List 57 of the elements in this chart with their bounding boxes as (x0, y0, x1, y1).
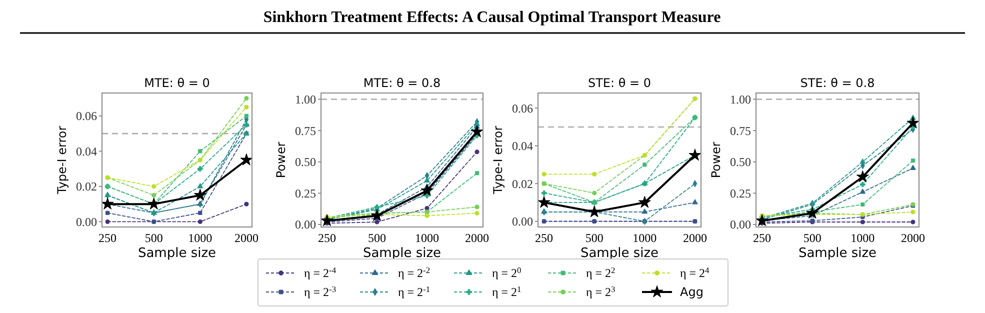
y-tick-label: 0.04 (512, 139, 533, 154)
legend-label: η = 2$^{2}$ (586, 266, 616, 280)
y-tick-label: 0.75 (295, 124, 316, 138)
y-tick-label: 0.00 (295, 218, 316, 232)
x-tick-label: 1000 (415, 231, 439, 245)
x-tick-label: 1000 (850, 231, 875, 245)
x-axis-title: Sample size (362, 246, 442, 261)
y-tick-label: 0.50 (295, 155, 316, 170)
y-axis-title: Power (274, 142, 288, 178)
y-tick-label: 0.50 (730, 155, 751, 170)
chart-title: STE: θ = 0.8 (800, 76, 875, 90)
x-tick-label: 2000 (900, 231, 925, 245)
y-axis-title: Power (709, 142, 723, 178)
y-tick-label: 0.00 (512, 214, 533, 229)
chart-title: STE: θ = 0 (588, 76, 652, 90)
y-axis-title: Type-I error (491, 126, 505, 196)
legend-label: η = 2$^{-1}$ (398, 284, 430, 300)
chart-title: MTE: θ = 0 (144, 76, 210, 90)
x-tick-label: 250 (318, 231, 336, 245)
y-axis-title: Type-I error (55, 126, 69, 196)
legend-label: η = 2$^{3}$ (586, 284, 616, 300)
x-tick-label: 2000 (465, 231, 489, 245)
legend-label: η = 2$^{-3}$ (304, 284, 336, 300)
x-tick-label: 250 (98, 231, 117, 245)
x-tick-label: 500 (803, 231, 822, 245)
legend-label: Agg (680, 285, 704, 300)
x-tick-label: 1000 (188, 231, 212, 245)
x-tick-label: 250 (535, 231, 554, 245)
text: Sinkhorn Treatment Effects: A Causal Optimal Transport Measure (263, 9, 721, 26)
y-tick-label: 0.06 (76, 109, 97, 124)
legend-label: η = 2$^{0}$ (492, 266, 522, 280)
legend-label: η = 2$^{4}$ (680, 266, 710, 280)
x-tick-label: 500 (144, 231, 163, 245)
x-tick-label: 2000 (682, 231, 707, 245)
legend-label: η = 2$^{-2}$ (398, 266, 430, 280)
y-tick-label: 1.00 (295, 92, 316, 106)
y-tick-label: 0.00 (730, 218, 751, 232)
chart-title: MTE: θ = 0.8 (363, 76, 441, 90)
x-axis-title: Sample size (580, 246, 659, 261)
x-axis-title: Sample size (138, 246, 216, 261)
x-tick-label: 250 (753, 231, 772, 245)
y-tick-label: 0.25 (730, 186, 751, 200)
x-tick-label: 500 (585, 231, 604, 245)
x-axis-title: Sample size (798, 246, 877, 261)
x-tick-label: 500 (368, 231, 386, 245)
x-tick-label: 1000 (632, 231, 657, 245)
y-tick-label: 0.00 (76, 214, 97, 229)
x-tick-label: 2000 (234, 231, 258, 245)
y-tick-label: 0.02 (512, 176, 533, 191)
y-tick-label: 0.06 (512, 101, 533, 116)
y-tick-label: 1.00 (730, 92, 751, 106)
legend-label: η = 2$^{1}$ (492, 284, 522, 300)
y-tick-label: 0.25 (295, 186, 316, 200)
legend-label: η = 2$^{-4}$ (304, 266, 337, 280)
y-tick-label: 0.02 (76, 180, 97, 194)
y-tick-label: 0.75 (730, 124, 751, 138)
y-tick-label: 0.04 (76, 144, 97, 158)
